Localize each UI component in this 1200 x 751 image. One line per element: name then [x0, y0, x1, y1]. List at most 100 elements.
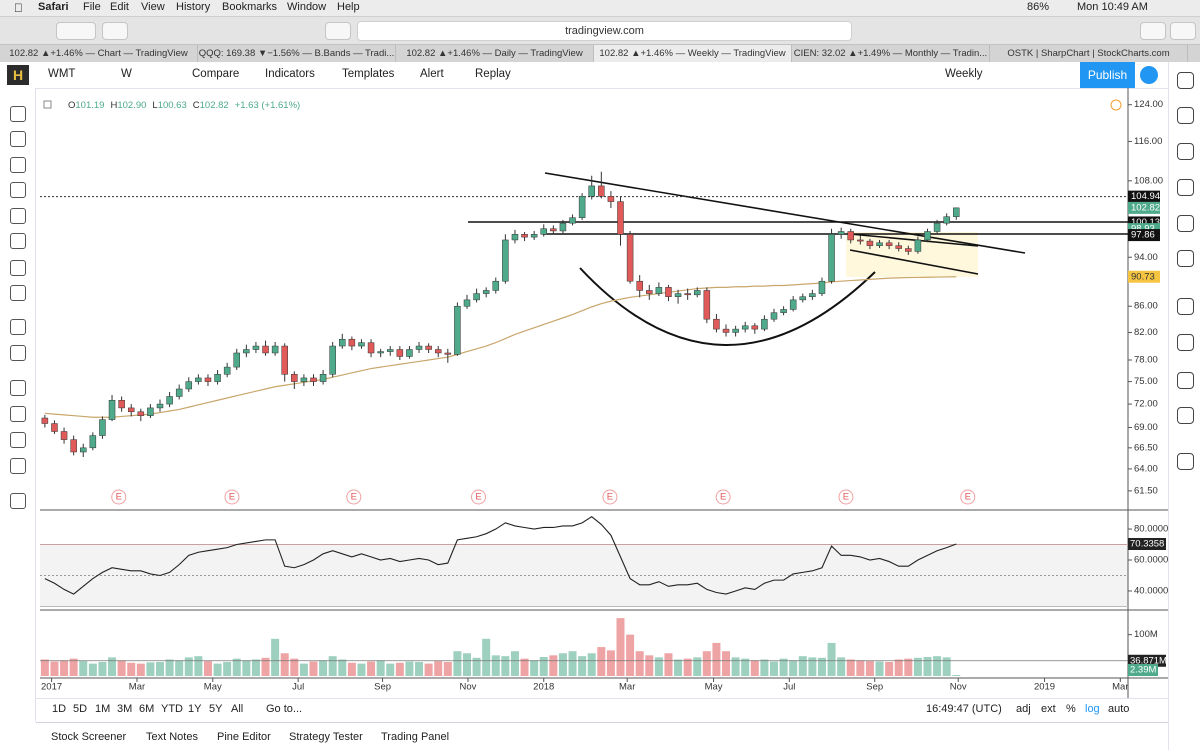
- sidebar-icon[interactable]: [1177, 298, 1194, 315]
- tool-icon[interactable]: [10, 406, 26, 422]
- share-button[interactable]: [1140, 22, 1166, 40]
- axis-option[interactable]: ext: [1041, 703, 1056, 715]
- compare[interactable]: Compare: [192, 68, 240, 80]
- browser-tab[interactable]: OSTK | SharpChart | StockCharts.com: [990, 45, 1188, 63]
- tool-icon[interactable]: [10, 233, 26, 249]
- range-button[interactable]: 5D: [73, 703, 88, 715]
- sidebar-icon[interactable]: [1177, 453, 1194, 470]
- volume-bar: [933, 656, 942, 676]
- range-button[interactable]: 3M: [117, 703, 133, 715]
- tool-icon[interactable]: [10, 208, 26, 224]
- replay[interactable]: Replay: [475, 68, 511, 80]
- menu-item[interactable]: Window: [287, 1, 327, 13]
- axis-option[interactable]: %: [1066, 703, 1076, 715]
- tool-icon[interactable]: [10, 285, 26, 301]
- volume-bar: [271, 638, 280, 676]
- alert[interactable]: Alert: [420, 68, 444, 80]
- volume-bar: [779, 658, 788, 676]
- volume-bar: [60, 660, 69, 676]
- browser-tab[interactable]: QQQ: 169.38 ▼−1.56% — B.Bands — Tradi...: [198, 45, 396, 63]
- symbol[interactable]: WMT: [48, 68, 76, 80]
- volume-bar: [376, 660, 385, 676]
- sidebar-icon[interactable]: [1177, 372, 1194, 389]
- axis-option[interactable]: log: [1085, 703, 1100, 715]
- tool-icon[interactable]: [10, 493, 26, 509]
- menu-item[interactable]: File: [83, 1, 101, 13]
- range-button[interactable]: 6M: [139, 703, 155, 715]
- range-button[interactable]: All: [231, 703, 244, 715]
- apple-menu[interactable]: : [14, 1, 23, 15]
- tool-icon[interactable]: [10, 432, 26, 448]
- range-button[interactable]: 5Y: [209, 703, 223, 715]
- sidebar-icon[interactable]: [1177, 334, 1194, 351]
- range-button[interactable]: YTD: [161, 703, 183, 715]
- panel-tab[interactable]: Strategy Tester: [289, 731, 363, 743]
- publish-button[interactable]: Publish: [1080, 62, 1135, 88]
- x-tick-label: Sep: [866, 682, 883, 693]
- sidebar-icon[interactable]: [1177, 250, 1194, 267]
- candle-body: [905, 248, 912, 252]
- indicators[interactable]: Indicators: [265, 68, 315, 80]
- browser-tab[interactable]: CIEN: 32.02 ▲+1.49% — Monthly — Tradin..…: [792, 45, 990, 63]
- play-button[interactable]: [1140, 66, 1158, 84]
- sidebar-icon[interactable]: [1177, 215, 1194, 232]
- tool-icon[interactable]: [10, 182, 26, 198]
- tool-icon[interactable]: [10, 345, 26, 361]
- interval[interactable]: W: [121, 68, 132, 80]
- range-button[interactable]: 1M: [95, 703, 111, 715]
- y-tick-label: 61.50: [1134, 485, 1158, 496]
- volume-bar: [616, 618, 625, 676]
- chart-layer: 124.00 116.00 108.00 94.00 86.00 82.00 78.00 75…: [40, 88, 1168, 698]
- panel-tab[interactable]: Stock Screener: [51, 731, 127, 743]
- menu-item[interactable]: View: [141, 1, 165, 13]
- volume-bar: [837, 657, 846, 676]
- browser-tab[interactable]: 102.82 ▲+1.46% — Daily — TradingView: [396, 45, 594, 63]
- goto-button[interactable]: Go to...: [266, 703, 303, 715]
- address-bar[interactable]: tradingview.com: [357, 21, 852, 41]
- tool-icon[interactable]: [10, 106, 26, 122]
- candle-body: [818, 280, 826, 294]
- layout-name[interactable]: Weekly: [945, 68, 983, 80]
- menu-item[interactable]: Bookmarks: [222, 1, 278, 13]
- volume-bar: [69, 658, 78, 676]
- sidebar-icon[interactable]: [1177, 179, 1194, 196]
- tabs-button[interactable]: [1170, 22, 1196, 40]
- axis-option[interactable]: adj: [1016, 703, 1031, 715]
- tool-icon[interactable]: [10, 157, 26, 173]
- nav-buttons[interactable]: [56, 22, 96, 40]
- browser-tab[interactable]: 102.82 ▲+1.46% — Weekly — TradingView: [594, 45, 792, 63]
- legend-icon: [43, 100, 52, 109]
- tool-icon[interactable]: [10, 319, 26, 335]
- panel-tab[interactable]: Text Notes: [146, 731, 198, 743]
- axis-option[interactable]: auto: [1108, 703, 1130, 715]
- sidebar-icon[interactable]: [1177, 143, 1194, 160]
- app-menu[interactable]: Safari: [38, 1, 69, 13]
- panel-tab[interactable]: Trading Panel: [381, 731, 450, 743]
- browser-tab[interactable]: 102.82 ▲+1.46% — Chart — TradingView: [0, 45, 198, 63]
- logo[interactable]: H: [7, 65, 29, 85]
- tool-icon[interactable]: [10, 380, 26, 396]
- volume-bar: [367, 661, 376, 676]
- candle-body: [291, 374, 298, 382]
- tool-icon[interactable]: [10, 260, 26, 276]
- volume-bar: [798, 656, 807, 676]
- range-button[interactable]: 1D: [52, 703, 67, 715]
- menu-item[interactable]: Edit: [110, 1, 129, 13]
- templates[interactable]: Templates: [342, 68, 395, 80]
- candle-body: [166, 396, 173, 405]
- sidebar-icon[interactable]: [1177, 107, 1194, 124]
- volume-bar: [530, 660, 539, 676]
- tool-icon[interactable]: [10, 131, 26, 147]
- sidebar-icon[interactable]: [1177, 407, 1194, 424]
- volume-bar: [184, 657, 193, 676]
- sidebar-icon[interactable]: [1177, 72, 1194, 89]
- sidebar-button[interactable]: [102, 22, 128, 40]
- tool-icon[interactable]: [10, 458, 26, 474]
- range-button[interactable]: 1Y: [188, 703, 202, 715]
- privacy-button[interactable]: [325, 22, 351, 40]
- menu-item[interactable]: Help: [337, 1, 360, 13]
- volume-bar: [386, 663, 395, 676]
- panel-tab[interactable]: Pine Editor: [217, 731, 271, 743]
- menu-item[interactable]: History: [176, 1, 211, 13]
- candle-body: [358, 342, 365, 347]
